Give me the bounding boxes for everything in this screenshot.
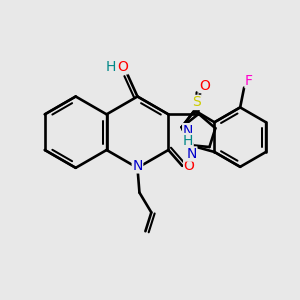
Text: S: S bbox=[192, 95, 201, 110]
Text: F: F bbox=[245, 74, 253, 88]
Text: H: H bbox=[106, 60, 116, 74]
Text: N: N bbox=[132, 159, 143, 173]
Text: O: O bbox=[184, 159, 195, 173]
Text: N: N bbox=[186, 147, 197, 161]
Text: H: H bbox=[183, 134, 193, 148]
Text: O: O bbox=[200, 79, 211, 93]
Text: N: N bbox=[183, 124, 193, 138]
Text: O: O bbox=[117, 60, 128, 74]
